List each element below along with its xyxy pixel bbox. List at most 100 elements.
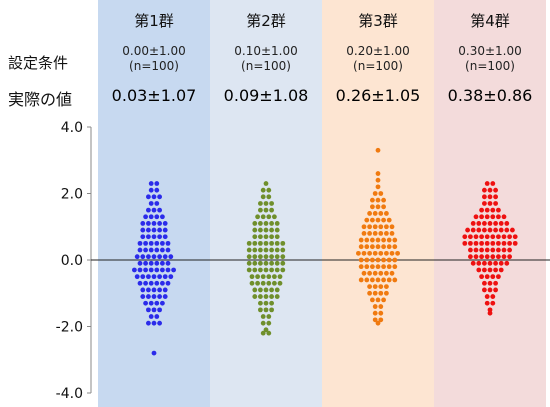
data-point xyxy=(274,287,280,293)
data-point xyxy=(479,240,484,246)
data-point xyxy=(487,280,493,286)
data-point xyxy=(493,227,498,233)
data-point xyxy=(151,307,157,313)
data-point xyxy=(381,277,386,283)
data-point xyxy=(269,247,274,253)
data-point xyxy=(258,221,263,226)
data-point xyxy=(151,194,157,200)
group-4-settings: 0.30±1.00 (n=100) xyxy=(434,44,546,74)
data-point xyxy=(263,234,269,240)
data-point xyxy=(473,240,479,246)
data-point xyxy=(140,274,146,280)
data-point xyxy=(487,307,493,313)
data-point xyxy=(392,277,398,283)
data-point xyxy=(146,194,151,200)
data-point xyxy=(274,294,280,299)
data-point xyxy=(493,260,498,266)
data-point xyxy=(274,227,280,233)
data-point xyxy=(378,304,384,309)
data-point xyxy=(392,237,398,243)
data-point xyxy=(249,280,255,286)
data-point xyxy=(378,191,384,196)
data-point xyxy=(258,300,263,306)
group-1-title: 第1群 xyxy=(134,12,174,30)
data-point xyxy=(468,254,473,260)
data-point xyxy=(487,227,493,233)
data-point xyxy=(269,221,274,226)
data-point xyxy=(143,300,149,306)
data-point xyxy=(490,294,496,299)
data-point xyxy=(372,317,378,323)
data-point xyxy=(151,207,157,213)
data-point xyxy=(168,274,174,280)
data-point xyxy=(157,294,163,299)
data-point xyxy=(370,277,375,283)
data-point xyxy=(384,250,389,256)
data-point xyxy=(258,234,263,240)
data-point xyxy=(162,294,168,299)
data-point xyxy=(146,294,151,299)
data-point xyxy=(143,280,149,286)
data-point xyxy=(392,257,398,263)
group-4-title: 第4群 xyxy=(470,12,510,30)
data-point xyxy=(493,187,498,193)
data-point xyxy=(384,284,389,289)
data-point xyxy=(137,280,143,286)
data-point xyxy=(370,217,375,223)
data-point xyxy=(496,247,501,253)
data-point xyxy=(375,320,381,326)
data-point xyxy=(269,294,274,299)
data-point xyxy=(157,194,163,200)
data-point xyxy=(372,224,378,230)
data-point xyxy=(384,270,389,276)
data-point xyxy=(462,234,468,240)
data-point xyxy=(263,300,269,306)
data-point xyxy=(260,274,266,280)
data-point xyxy=(370,297,375,303)
data-point xyxy=(258,294,263,299)
data-point xyxy=(266,187,272,193)
data-point xyxy=(143,260,149,266)
data-point xyxy=(381,217,386,223)
data-point xyxy=(258,254,263,260)
data-point xyxy=(258,207,263,213)
data-point xyxy=(501,240,507,246)
group-3-title: 第3群 xyxy=(358,12,398,30)
data-point xyxy=(501,254,507,260)
data-point xyxy=(501,234,507,240)
group-4-actual: 0.38±0.86 xyxy=(447,86,533,105)
data-point xyxy=(146,307,151,313)
data-point xyxy=(386,277,392,283)
data-point xyxy=(151,227,157,233)
group-4-setting-value: 0.30±1.00 xyxy=(458,44,522,58)
data-point xyxy=(148,260,154,266)
data-point xyxy=(258,307,263,313)
data-point xyxy=(375,237,381,243)
data-point xyxy=(258,201,263,206)
data-point xyxy=(381,197,386,203)
data-point xyxy=(479,214,484,220)
data-point xyxy=(473,247,479,253)
data-point xyxy=(260,320,266,326)
data-point xyxy=(148,267,154,273)
data-point xyxy=(482,287,487,293)
data-point xyxy=(384,290,389,296)
data-point xyxy=(160,300,165,306)
group-1-n: (n=100) xyxy=(129,59,179,73)
data-point xyxy=(470,227,476,233)
data-point xyxy=(367,231,372,236)
data-point xyxy=(165,240,171,246)
data-point xyxy=(269,287,274,293)
data-point xyxy=(468,234,473,240)
data-point xyxy=(263,207,269,213)
data-point xyxy=(490,214,496,220)
data-point xyxy=(246,247,252,253)
data-point xyxy=(252,294,258,299)
data-point xyxy=(249,274,255,280)
data-point xyxy=(143,240,149,246)
data-point xyxy=(151,274,157,280)
data-point xyxy=(378,284,384,289)
group-3-setting-value: 0.20±1.00 xyxy=(346,44,410,58)
